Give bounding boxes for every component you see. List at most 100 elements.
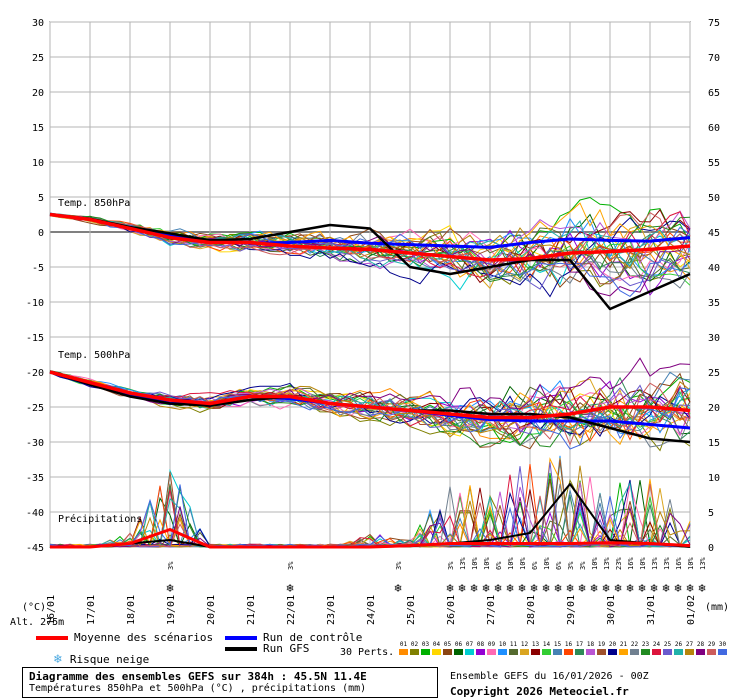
pert-number: 01 xyxy=(399,641,408,648)
perturbation-line xyxy=(49,370,691,438)
pert-number: 18 xyxy=(586,641,595,648)
snowflake-icon: ❄ xyxy=(590,581,597,595)
pert-swatch xyxy=(542,649,551,655)
perturbation-line xyxy=(49,357,691,410)
pert-number: 11 xyxy=(509,641,518,648)
pert-swatch xyxy=(498,649,507,655)
pert-swatch xyxy=(421,649,430,655)
pert-swatch xyxy=(663,649,672,655)
pert-number: 13 xyxy=(531,641,540,648)
left-tick-label: 25 xyxy=(32,53,44,64)
snow-risk-pct: 3% xyxy=(287,561,295,570)
precip-mean-line xyxy=(50,528,691,549)
pert-swatch xyxy=(652,649,661,655)
x-tick-label: 17/01 xyxy=(86,595,97,625)
label-precip: Précipitations xyxy=(58,513,142,525)
legend-snow: ❄ Risque neige xyxy=(54,652,149,667)
pert-number: 05 xyxy=(443,641,452,648)
right-tick-label: 65 xyxy=(708,88,720,99)
pert-swatch xyxy=(718,649,727,655)
pert-swatch xyxy=(608,649,617,655)
main-series-lines xyxy=(49,212,691,549)
snowflake-icon: ❄ xyxy=(566,581,573,595)
snowflake-icon: ❄ xyxy=(54,652,62,667)
right-tick-label: 15 xyxy=(708,438,720,449)
snowflake-icon: ❄ xyxy=(638,581,645,595)
legend-control-label: Run de contrôle xyxy=(263,631,363,644)
run-info: Ensemble GEFS du 16/01/2026 - 00Z xyxy=(450,671,649,682)
snow-risk-pct: 10% xyxy=(519,557,527,570)
left-tick-label: -15 xyxy=(26,333,44,344)
pert-swatch xyxy=(696,649,705,655)
pert-number: 24 xyxy=(652,641,661,648)
right-tick-label: 60 xyxy=(708,123,720,134)
perturbation-legend: 01 02 03 04 05 06 07 08 09 10 11 12 13 14 15 16 17 18 19 20… xyxy=(398,641,728,655)
pert-swatch xyxy=(487,649,496,655)
right-tick-label: 10 xyxy=(708,473,720,484)
right-tick-label: 55 xyxy=(708,158,720,169)
pert-number: 09 xyxy=(487,641,496,648)
snowflake-icon: ❄ xyxy=(554,581,561,595)
t850-mean-line xyxy=(49,212,691,262)
pert-number: 15 xyxy=(553,641,562,648)
pert-swatch xyxy=(465,649,474,655)
pert-swatch xyxy=(476,649,485,655)
pert-number: 26 xyxy=(674,641,683,648)
left-tick-label: 30 xyxy=(32,18,44,29)
snow-risk-pct: 10% xyxy=(591,557,599,570)
pert-swatch xyxy=(575,649,584,655)
snowflake-icon: ❄ xyxy=(626,581,633,595)
left-tick-label: -35 xyxy=(26,473,44,484)
snow-risk-markers: 3%❄3%❄3%❄3%❄13%❄10%❄10%❄6%❄10%❄10%❄6%❄10… xyxy=(166,557,707,595)
pert-swatch xyxy=(531,649,540,655)
pert-swatch xyxy=(520,649,529,655)
pert-swatch xyxy=(509,649,518,655)
pert-number: 30 xyxy=(718,641,727,648)
pert-swatch xyxy=(641,649,650,655)
pert-number: 29 xyxy=(707,641,716,648)
right-tick-label: 25 xyxy=(708,368,720,379)
snow-risk-pct: 3% xyxy=(579,561,587,570)
pert-number: 10 xyxy=(498,641,507,648)
x-tick-label: 21/01 xyxy=(246,595,257,625)
snow-risk-pct: 16% xyxy=(627,557,635,570)
pert-number: 19 xyxy=(597,641,606,648)
snowflake-icon: ❄ xyxy=(446,581,453,595)
snow-risk-pct: 3% xyxy=(567,561,575,570)
snow-risk-pct: 3% xyxy=(395,561,403,570)
left-tick-label: -30 xyxy=(26,438,44,449)
left-tick-label: -40 xyxy=(26,508,44,519)
right-tick-label: 75 xyxy=(708,18,720,29)
copyright: Copyright 2026 Meteociel.fr xyxy=(450,685,629,698)
snow-risk-pct: 3% xyxy=(447,561,455,570)
x-tick-label: 23/01 xyxy=(326,595,337,625)
snow-risk-pct: 10% xyxy=(507,557,515,570)
pert-number: 14 xyxy=(542,641,551,648)
x-tick-label: 27/01 xyxy=(486,595,497,625)
x-tick-label: 19/01 xyxy=(166,595,177,625)
left-axis-unit: (°C) xyxy=(22,602,46,613)
pert-swatch xyxy=(564,649,573,655)
pert-swatch xyxy=(630,649,639,655)
x-tick-label: 29/01 xyxy=(566,595,577,625)
pert-swatch xyxy=(432,649,441,655)
left-tick-label: -10 xyxy=(26,298,44,309)
control-swatch xyxy=(225,635,257,640)
pert-swatch xyxy=(707,649,716,655)
snowflake-icon: ❄ xyxy=(518,581,525,595)
snowflake-icon: ❄ xyxy=(674,581,681,595)
x-tick-label: 26/01 xyxy=(446,595,457,625)
legend-mean-label: Moyenne des scénarios xyxy=(74,631,214,644)
legend-control: Run de contrôle xyxy=(225,631,362,644)
pert-number: 06 xyxy=(454,641,463,648)
snowflake-icon: ❄ xyxy=(650,581,657,595)
pert-swatch xyxy=(410,649,419,655)
left-tick-label: -20 xyxy=(26,368,44,379)
precip-perturbation-line xyxy=(49,484,691,548)
snowflake-icon: ❄ xyxy=(662,581,669,595)
pert-number: 03 xyxy=(421,641,430,648)
x-tick-label: 28/01 xyxy=(526,595,537,625)
left-tick-label: -45 xyxy=(26,543,44,554)
